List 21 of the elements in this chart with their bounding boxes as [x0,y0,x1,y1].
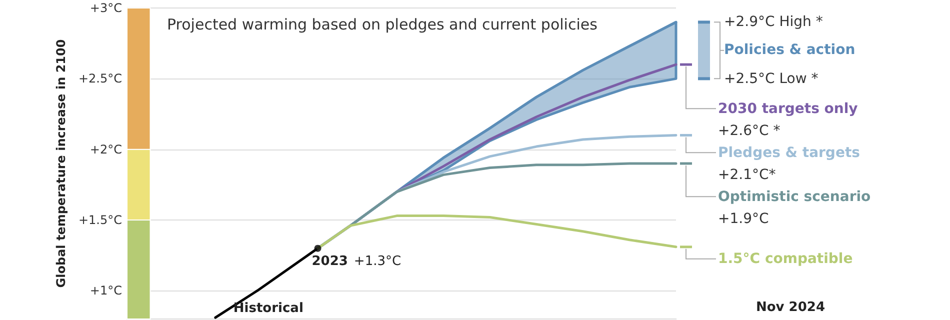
y-axis-title: Global temperature increase in 2100 [54,39,68,288]
text: +2.6°C * [718,122,780,139]
annotation: +1.3°C [354,254,402,270]
text: Pledges & targets [718,144,860,161]
text: +1.9°C [718,210,769,227]
annotation: Historical [233,301,304,317]
text: Nov 2024 [756,300,825,316]
text: +2.1°C* [718,166,776,183]
y-tick-label: +3°C [90,1,122,15]
text: Optimistic scenario [718,188,871,205]
text: +2.5°C Low * [724,70,818,87]
text: Policies & action [724,42,856,58]
annotation: 2023 [312,254,348,270]
text: 1.5°C compatible [718,250,853,267]
text: 2030 targets only [718,100,858,117]
y-tick-label: +1°C [90,284,122,298]
text: +2.9°C High * [724,14,823,30]
text: Projected warming based on pledges and current policies [167,16,598,34]
y-tick-label: +2.5°C [78,72,122,86]
y-tick-label: +1.5°C [78,213,122,228]
y-tick-label: +2°C [90,142,122,156]
